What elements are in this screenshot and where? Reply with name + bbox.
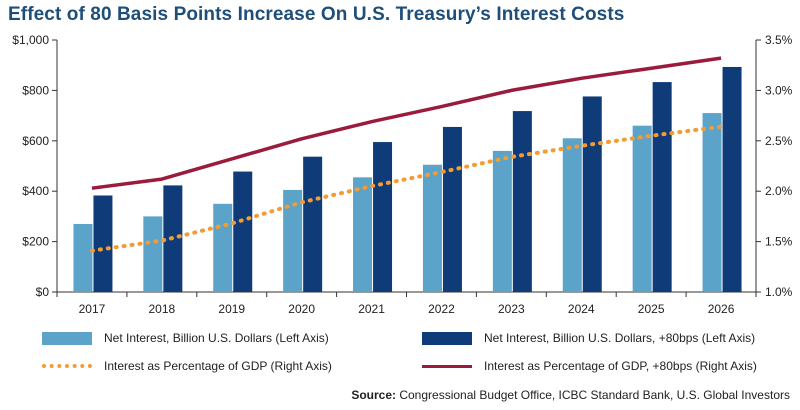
- y-left-tick-label: $0: [36, 285, 50, 299]
- source-label: Source:: [351, 388, 396, 402]
- y-left-tick-label: $600: [22, 134, 49, 148]
- y-right-tick-label: 3.0%: [765, 83, 793, 97]
- y-right-tick-label: 1.5%: [765, 235, 793, 249]
- bar-net-interest: [632, 125, 652, 293]
- bar-net-interest-80bps: [722, 66, 742, 293]
- bar-net-interest: [353, 177, 373, 292]
- y-left-tick-label: $800: [22, 83, 49, 97]
- x-tick-label: 2026: [708, 302, 735, 316]
- y-right-tick-label: 2.0%: [765, 184, 793, 198]
- x-tick-label: 2023: [498, 302, 525, 316]
- lines-layer: [89, 56, 724, 253]
- x-tick-label: 2021: [358, 302, 385, 316]
- source-note: Source: Congressional Budget Office, ICB…: [351, 388, 790, 402]
- line-pct-gdp-80bps: [91, 56, 722, 190]
- bar-net-interest-80bps: [373, 142, 393, 292]
- y-right-tick-label: 1.0%: [765, 285, 793, 299]
- y-right-tick-label: 3.5%: [765, 33, 793, 47]
- y-left-tick-label: $1,000: [12, 33, 49, 47]
- bar-net-interest-80bps: [303, 156, 323, 292]
- x-tick-label: 2017: [79, 302, 106, 316]
- chart-title: Effect of 80 Basis Points Increase On U.…: [8, 4, 625, 25]
- x-tick-label: 2025: [638, 302, 665, 316]
- bar-net-interest: [283, 189, 303, 292]
- bar-net-interest-80bps: [93, 195, 113, 292]
- bar-net-interest-80bps: [442, 126, 462, 292]
- bar-net-interest: [73, 223, 93, 292]
- bar-net-interest-80bps: [582, 96, 602, 292]
- source-text: Congressional Budget Office, ICBC Standa…: [399, 388, 790, 402]
- x-tick-label: 2019: [218, 302, 245, 316]
- bars-layer: [73, 66, 742, 293]
- y-left-tick-label: $400: [22, 184, 49, 198]
- bar-net-interest: [492, 150, 512, 292]
- bar-net-interest-80bps: [512, 111, 532, 293]
- bar-net-interest: [422, 164, 442, 292]
- bar-net-interest: [562, 138, 582, 292]
- line-pct-gdp: [89, 124, 724, 253]
- x-tick-label: 2020: [288, 302, 315, 316]
- bar-net-interest-80bps: [652, 82, 672, 292]
- bar-net-interest-80bps: [233, 171, 253, 292]
- y-left-tick-label: $200: [22, 235, 49, 249]
- x-tick-label: 2024: [568, 302, 595, 316]
- bar-net-interest: [213, 203, 233, 292]
- bar-net-interest: [702, 113, 722, 292]
- y-right-tick-label: 2.5%: [765, 134, 793, 148]
- bar-net-interest: [143, 216, 163, 292]
- x-tick-label: 2018: [148, 302, 175, 316]
- x-tick-label: 2022: [428, 302, 455, 316]
- axes-layer: $0 $200 $400 $600 $800 $1,000 1.0% 1.5% 2.0% 2.5%…: [12, 33, 792, 316]
